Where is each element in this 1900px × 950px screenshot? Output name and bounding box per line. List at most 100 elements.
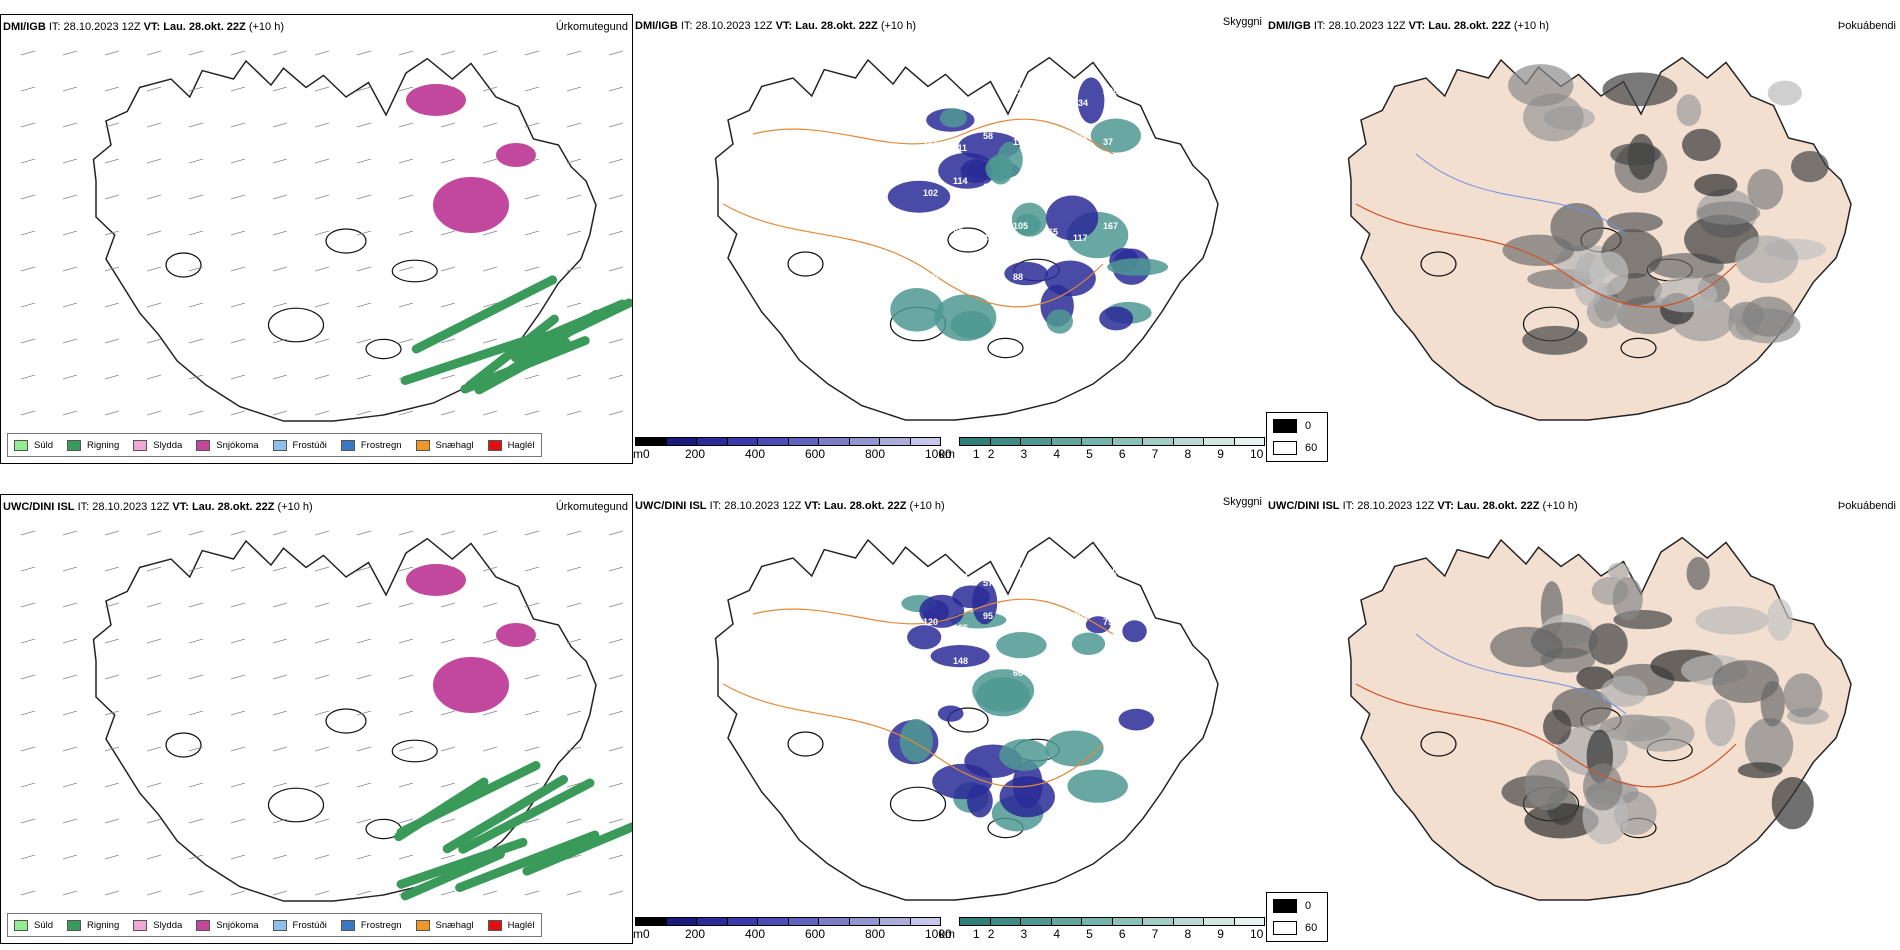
rain-area [510,298,632,363]
visibility-value-label: 77 [1043,572,1053,582]
visibility-value-label: 160 [923,272,938,282]
colorbar-segment [636,438,667,445]
colorbar-segment [727,438,758,445]
visibility-value-label: 50 [1073,662,1083,672]
rain-area [442,775,568,854]
tick-label: 6 [1118,927,1126,941]
visibility-panel-top: 107 68 111 112 159 134 208 127 111 58 123 92 120 37 10… [633,14,1266,464]
tick-label: 200 [685,927,706,941]
glacier-outline [267,307,325,343]
tick-label: 0 [643,447,650,461]
legend-label: Snjókoma [216,919,259,931]
tick-label: 1000 [925,447,952,461]
legend-label: Haglél [507,439,535,451]
legend-label: 60 [1305,442,1318,454]
snow-area [406,84,466,116]
coastline [714,536,1219,901]
colorbar-segment [880,438,911,445]
colorbar-segment [1204,438,1235,445]
glacier-outline [1420,731,1457,757]
colorbar-segment [636,918,667,925]
glacier-outline [267,787,325,823]
colorbar-segment [819,918,850,925]
legend-label: Haglél [507,919,535,931]
visibility-value-label: 58 [983,131,993,141]
fog-legend-top: 0 60 [1266,412,1328,462]
tick-label: 7 [1151,447,1159,461]
visibility-m-colorbar [635,917,941,926]
glacier-outline [325,228,367,254]
colorbar-segment [819,438,850,445]
visibility-value-label: 113 [983,266,998,276]
fog-index-shading [1502,64,1829,355]
glacier-outline [1620,337,1657,359]
legend-swatch [67,919,82,931]
colorbar-segment [849,438,880,445]
legend-label: Rigning [87,439,120,451]
tick-label: 6 [1118,447,1126,461]
legend-swatch [1273,921,1297,935]
colorbar-segment [990,438,1021,445]
visibility-value-label: 107 [923,86,938,96]
tick-label: 1 [973,447,980,461]
panel-title: Skyggni [1222,16,1262,28]
visibility-value-label: 68 [953,92,963,102]
legend-label: Frostúði [292,439,327,451]
colorbar-segment [1082,918,1113,925]
precip-map-bottom [20,530,632,902]
visibility-km-colorbar [959,917,1265,926]
road [752,598,1114,635]
colorbar-segment [1082,438,1113,445]
tick-label: 10 [1250,927,1264,941]
tick-label: 10 [1250,447,1264,461]
legend-label: Rigning [87,919,120,931]
colorbar-segment [880,918,911,925]
rain-area [411,275,558,354]
tick-label: 800 [865,447,886,461]
legend-label: Snæhagl [435,919,474,931]
colorbar-segment [666,918,697,925]
legend-swatch [272,919,287,931]
rain-area [396,837,528,889]
glacier-outline [1420,251,1457,277]
colorbar-segment [1112,918,1143,925]
legend-swatch [14,439,28,451]
road [752,118,1114,155]
rain-area [522,822,632,876]
visibility-value-label: 71 [1073,182,1083,192]
visibility-value-label: 112 [1013,86,1028,96]
visibility-value-label: 159 [1043,92,1058,102]
legend-swatch [1273,899,1297,913]
legend-item: Snjókoma [196,439,259,451]
colorbar-segment [1021,918,1052,925]
visibility-value-label: 88 [1103,188,1113,198]
legend-swatch [340,919,355,931]
snow-area [433,657,509,713]
legend-swatch [1273,419,1297,433]
colorbar-segment [1173,918,1204,925]
colorbar-segment [990,918,1021,925]
visibility-value-label: 59 [983,662,993,672]
visibility-m-unit: m [633,927,643,941]
glacier-outline [391,259,438,283]
rain-area [458,778,595,854]
tick-label: 3 [1020,927,1028,941]
legend-swatch [1273,441,1297,455]
legend-item: Snjókoma [196,919,259,931]
legend-item: Slydda [133,439,182,451]
visibility-value-label: 57 [983,578,993,588]
road [722,203,1104,308]
visibility-value-label: 98 [1103,668,1113,678]
visibility-km-unit: km [939,927,955,941]
legend-swatch [487,919,502,931]
glacier-outline [391,739,438,763]
colorbar-segment [1234,438,1264,445]
visibility-m-colorbar [635,437,941,446]
legend-swatch [415,919,430,931]
glacier-outline [787,251,824,277]
iceland-map [92,57,597,422]
legend-item: Súld [14,919,53,931]
visibility-value-label: 203 [1073,611,1088,621]
colorbar-segment [1051,438,1082,445]
tick-label: 200 [685,447,706,461]
